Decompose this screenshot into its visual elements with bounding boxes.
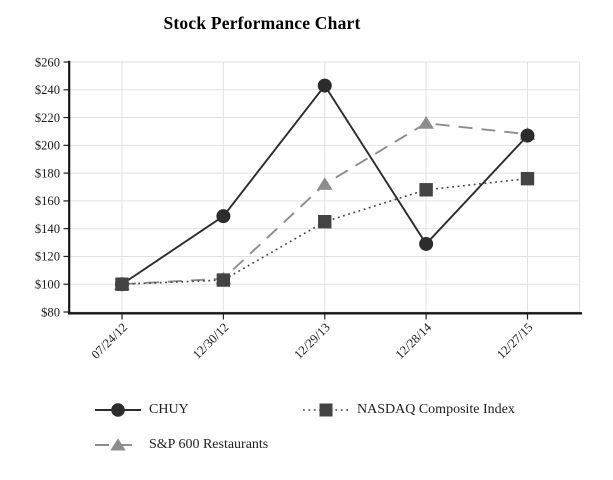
y-axis-labels: $80 $100 $120 $140 $160 $180 $200 $220 $240 $260 (35, 55, 69, 319)
svg-text:$140: $140 (35, 222, 60, 236)
chart-title: Stock Performance Chart (163, 13, 361, 33)
series-nasdaq-composite-index (115, 171, 535, 291)
svg-text:$120: $120 (35, 250, 60, 264)
svg-text:$260: $260 (35, 55, 60, 69)
x-axis-labels: 07/24/12 12/30/12 12/29/13 12/28/14 12/27/15 (89, 313, 536, 362)
chuy-series-legend-marker-icon (95, 403, 141, 417)
svg-text:12/28/14: 12/28/14 (393, 320, 435, 362)
axes (68, 60, 582, 315)
svg-text:$180: $180 (35, 166, 60, 180)
sp600-series-legend-marker-icon (95, 438, 141, 451)
nasdaq-series-legend-marker-icon (303, 403, 349, 417)
legend-label-sp600: S&P 600 Restaurants (149, 437, 269, 452)
svg-text:$200: $200 (35, 139, 60, 153)
plot-area: $80 $100 $120 $140 $160 $180 $200 $220 $240 $260 0… (35, 55, 582, 362)
legend-label-nasdaq: NASDAQ Composite Index (357, 402, 515, 417)
legend-item-sp600: S&P 600 Restaurants (95, 437, 268, 453)
svg-text:$240: $240 (35, 83, 60, 97)
svg-text:$160: $160 (35, 194, 60, 208)
svg-text:$80: $80 (41, 305, 60, 319)
svg-text:$220: $220 (35, 111, 60, 125)
svg-text:12/30/12: 12/30/12 (190, 320, 232, 362)
svg-text:12/29/13: 12/29/13 (291, 320, 333, 362)
series-chuy (115, 78, 535, 292)
legend-label-chuy: CHUY (149, 402, 189, 417)
legend-item-chuy: CHUY (95, 402, 189, 418)
legend-item-nasdaq: NASDAQ Composite Index (303, 402, 515, 418)
svg-text:$100: $100 (35, 278, 60, 292)
svg-text:12/27/15: 12/27/15 (494, 320, 536, 362)
svg-text:07/24/12: 07/24/12 (89, 320, 131, 362)
